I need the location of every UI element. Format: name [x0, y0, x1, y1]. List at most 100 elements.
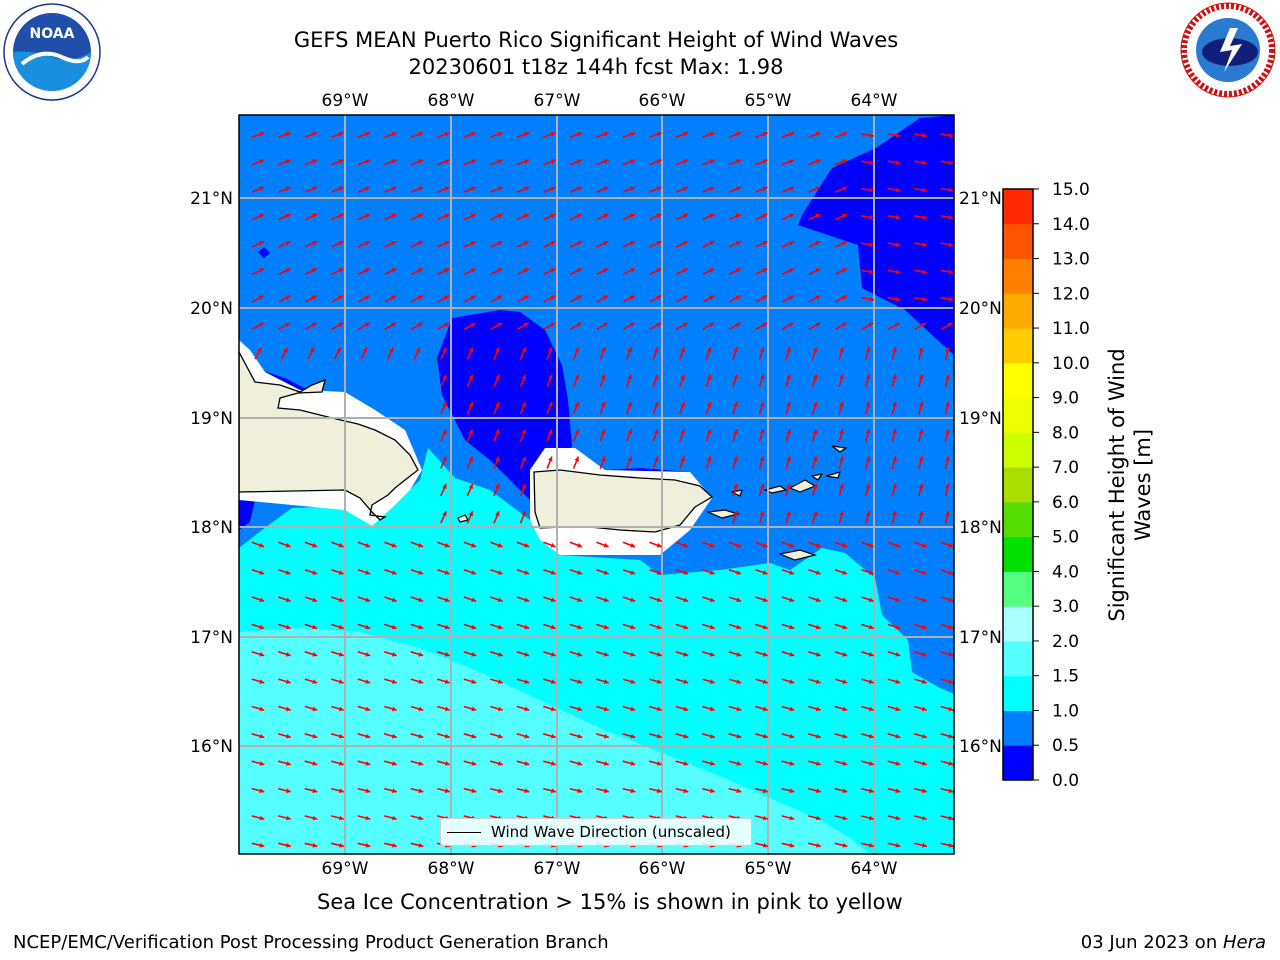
- wave-direction-arrowhead: [468, 456, 473, 462]
- wave-direction-arrowhead: [842, 159, 848, 164]
- wave-direction-arrowhead: [762, 186, 768, 191]
- wave-direction-arrowhead: [468, 347, 473, 353]
- wave-direction-arrowhead: [839, 374, 844, 380]
- wave-direction-arrowhead: [338, 706, 344, 712]
- wave-direction-arrowhead: [839, 456, 844, 462]
- colorbar: [1002, 188, 1039, 781]
- wave-direction-arrowhead: [869, 269, 874, 275]
- wave-direction-arrowhead: [895, 542, 901, 548]
- wave-direction-arrowhead: [603, 241, 609, 246]
- wave-direction-arrowhead: [627, 401, 632, 407]
- wave-direction-arrowhead: [338, 295, 344, 300]
- wave-direction-arrowhead: [629, 213, 635, 219]
- wave-direction-arrowhead: [365, 733, 371, 739]
- wave-direction-arrowhead: [788, 295, 794, 300]
- wave-direction-arrowhead: [656, 679, 662, 684]
- wave-direction-arrowhead: [365, 159, 371, 164]
- wave-direction-arrowhead: [285, 542, 291, 548]
- wave-direction-arrowhead: [365, 624, 371, 630]
- wave-direction-arrowhead: [417, 268, 423, 273]
- wave-direction-arrowhead: [895, 706, 901, 712]
- wave-direction-arrowhead: [948, 214, 954, 220]
- wave-direction-arrowhead: [418, 652, 424, 657]
- wave-direction-arrowhead: [892, 347, 897, 352]
- wave-direction-arrowhead: [948, 733, 954, 739]
- wave-direction-arrowhead: [895, 597, 901, 602]
- wave-direction-arrowhead: [548, 347, 553, 353]
- wave-direction-arrowhead: [470, 295, 476, 300]
- wave-direction-arrowhead: [444, 761, 450, 766]
- wave-direction-arrowhead: [392, 815, 397, 821]
- wave-direction-arrowhead: [524, 597, 530, 602]
- colorbar-tick-label: 11.0: [1052, 319, 1090, 339]
- wave-height-0-0.5-region-ne: [798, 115, 954, 355]
- wave-direction-arrowhead: [365, 542, 371, 548]
- colorbar-segment: [1003, 362, 1033, 399]
- wave-direction-arrowhead: [391, 761, 397, 766]
- wave-direction-arrowhead: [550, 322, 556, 328]
- noaa-logo: NOAA: [3, 3, 101, 101]
- wave-direction-arrowhead: [259, 159, 265, 164]
- wave-direction-arrowhead: [627, 347, 632, 353]
- footer-date: 03 Jun 2023 on Hera: [1080, 932, 1266, 953]
- wave-direction-arrowhead: [789, 624, 795, 630]
- wave-direction-arrowhead: [258, 295, 264, 300]
- wave-direction-arrowhead: [945, 401, 950, 407]
- wave-direction-arrowhead: [921, 322, 927, 328]
- wave-direction-arrowhead: [603, 679, 609, 684]
- wave-direction-arrowhead: [841, 295, 847, 300]
- map-legend: Wind Wave Direction (unscaled): [440, 818, 752, 846]
- wave-direction-arrowhead: [680, 401, 685, 407]
- wave-direction-arrowhead: [442, 374, 447, 380]
- wave-direction-arrowhead: [842, 597, 848, 602]
- wave-direction-arrowhead: [762, 570, 768, 575]
- wave-direction-arrowhead: [868, 706, 874, 712]
- wave-direction-arrowhead: [285, 679, 291, 684]
- colorbar-tick-label: 2.0: [1052, 632, 1079, 652]
- wave-direction-arrowhead: [524, 761, 530, 766]
- wave-direction-arrowhead: [577, 186, 582, 191]
- wave-direction-arrowhead: [521, 483, 526, 489]
- wave-direction-arrowhead: [815, 159, 821, 164]
- wave-direction-arrowhead: [550, 652, 556, 657]
- wave-direction-arrowhead: [733, 429, 738, 434]
- wave-direction-arrowhead: [364, 241, 370, 246]
- wave-direction-arrowhead: [418, 159, 424, 164]
- wave-direction-arrowhead: [839, 401, 844, 407]
- colorbar-tick-label: 10.0: [1052, 354, 1090, 374]
- wave-direction-arrowhead: [812, 429, 818, 434]
- wave-direction-arrowhead: [762, 597, 768, 602]
- wave-direction-arrowhead: [892, 456, 897, 462]
- wave-direction-arrowhead: [762, 788, 768, 794]
- wave-direction-arrowhead: [577, 159, 583, 164]
- wave-direction-arrowhead: [682, 295, 688, 300]
- wave-direction-arrowhead: [680, 429, 685, 435]
- wave-direction-arrowhead: [259, 706, 265, 712]
- wave-direction-arrowhead: [497, 788, 503, 794]
- wave-direction-arrowhead: [312, 843, 318, 848]
- wave-direction-arrowhead: [471, 733, 477, 739]
- wave-direction-arrowhead: [286, 843, 291, 848]
- wave-direction-arrowhead: [789, 761, 795, 766]
- wave-direction-arrowhead: [603, 159, 609, 164]
- wave-direction-arrowhead: [762, 542, 768, 548]
- lon-label-top: 68°W: [428, 91, 475, 111]
- lon-label-bottom: 66°W: [639, 859, 686, 879]
- wave-direction-arrowhead: [497, 132, 503, 137]
- wave-direction-arrowhead: [683, 761, 689, 766]
- wave-direction-arrowhead: [442, 511, 447, 517]
- noaa-logo-text: NOAA: [30, 26, 75, 42]
- wave-direction-arrowhead: [391, 241, 397, 246]
- wave-direction-arrowhead: [921, 788, 927, 794]
- wave-direction-arrowhead: [786, 429, 791, 434]
- map-gridlines: [239, 115, 954, 854]
- wave-direction-arrowhead: [841, 322, 847, 328]
- wave-direction-arrowhead: [789, 132, 795, 137]
- wave-direction-arrowhead: [521, 429, 526, 435]
- wave-direction-arrowhead: [495, 347, 500, 353]
- wave-direction-arrowhead: [524, 706, 530, 712]
- wave-direction-arrowhead: [524, 159, 530, 164]
- wave-direction-arrowhead: [548, 374, 553, 380]
- wave-direction-arrowhead: [495, 402, 500, 407]
- wave-direction-arrowhead: [680, 374, 685, 380]
